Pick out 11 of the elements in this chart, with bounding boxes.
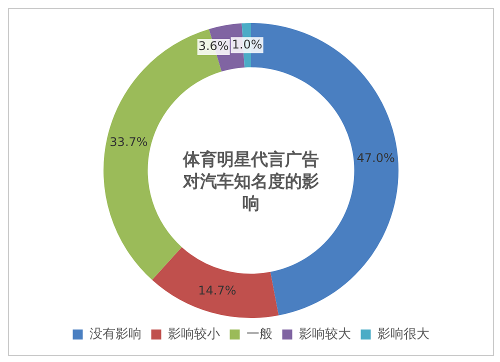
legend-label: 一般 [246, 326, 272, 342]
data-label: 33.7% [110, 134, 148, 149]
legend-label: 影响较大 [298, 326, 351, 342]
legend-label: 没有影响 [89, 326, 142, 342]
data-label: 47.0% [356, 150, 395, 165]
text: 体育明星代言广告对汽车知名度的影响 [182, 149, 320, 215]
data-label: 1.0% [232, 37, 262, 52]
legend-label: 影响很大 [377, 326, 430, 342]
data-label: 14.7% [198, 283, 236, 298]
legend-label: 影响较小 [168, 326, 220, 342]
data-label: 3.6% [198, 39, 229, 54]
